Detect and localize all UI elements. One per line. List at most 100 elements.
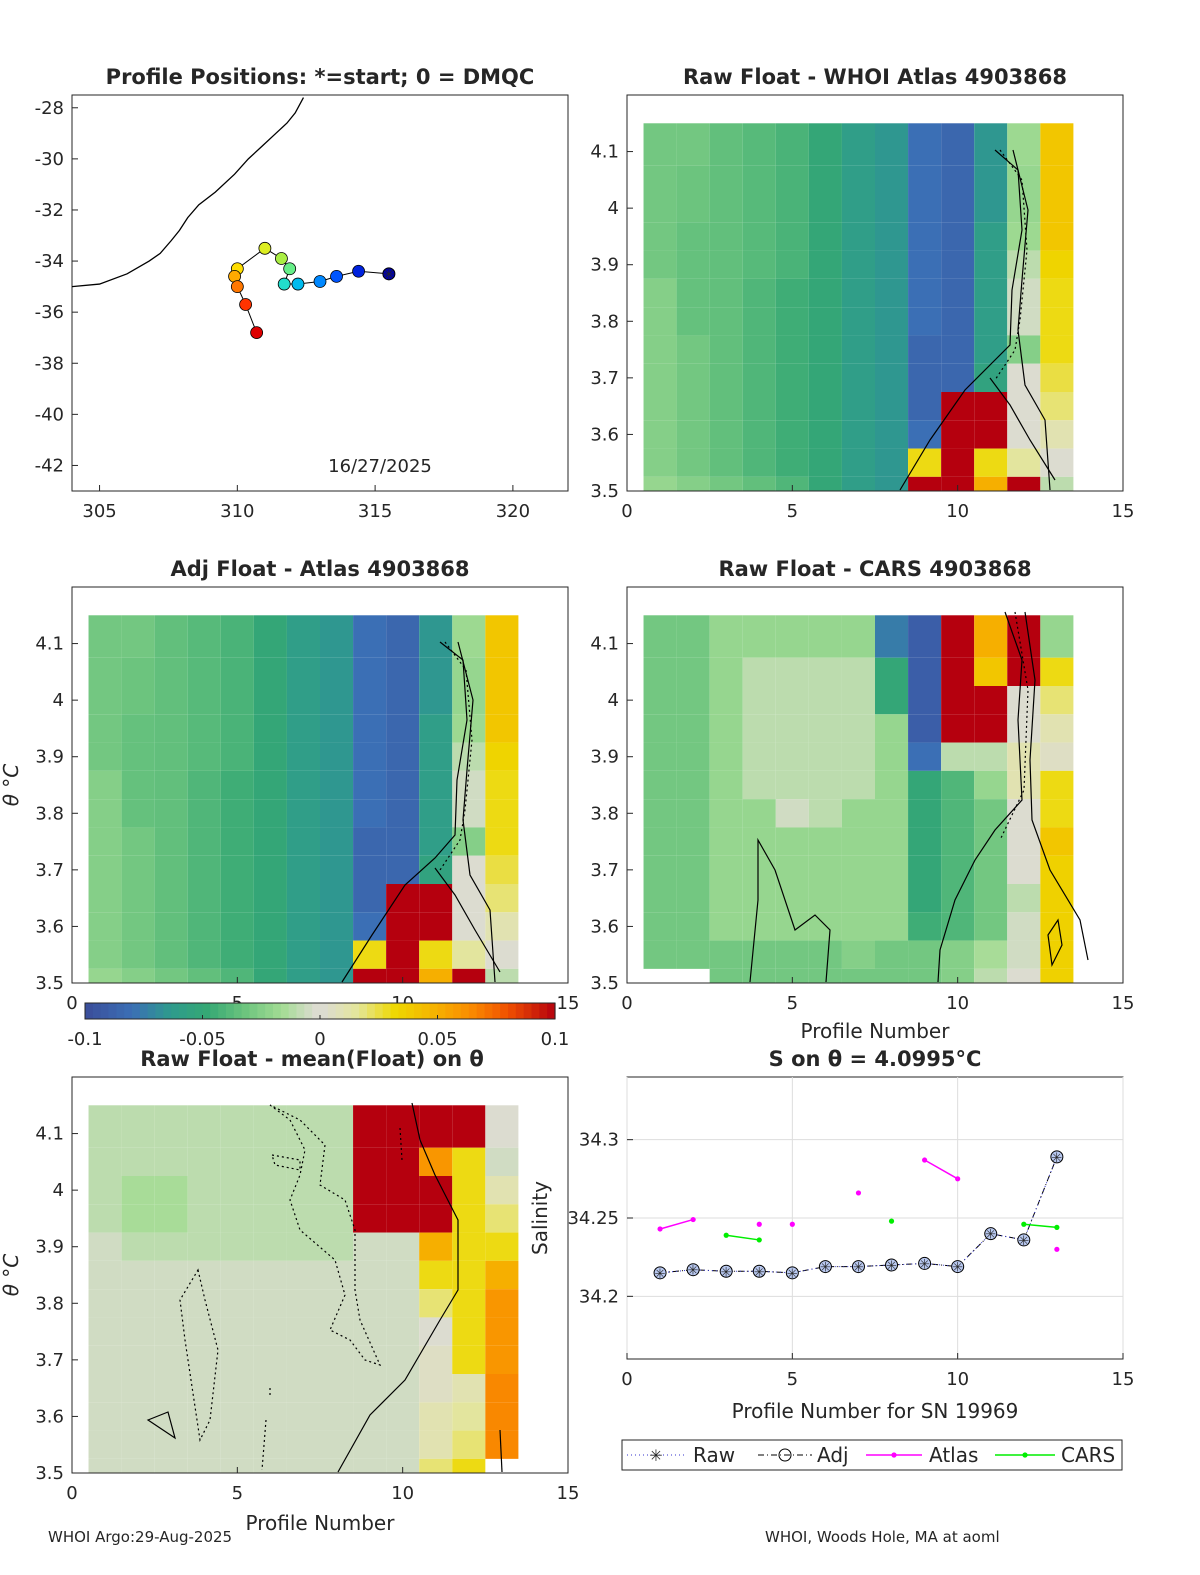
heatmap-cell xyxy=(253,912,287,941)
heatmap-cell xyxy=(775,363,809,392)
heatmap-cell xyxy=(941,194,975,223)
heatmap-cell xyxy=(808,827,842,856)
heatmap-cell xyxy=(775,686,809,715)
heatmap-cell xyxy=(220,1176,254,1205)
heatmap-cell xyxy=(908,714,942,743)
heatmap-cell xyxy=(187,855,221,884)
heatmap-cell xyxy=(187,1430,221,1459)
heatmap-cell xyxy=(88,855,122,884)
heatmap-cell xyxy=(941,657,975,686)
profile-marker xyxy=(277,277,291,291)
y-tick-label: 4.1 xyxy=(35,1124,64,1145)
heatmap-cell xyxy=(353,657,387,686)
heatmap-cell xyxy=(643,714,677,743)
heatmap-cell xyxy=(1040,392,1074,421)
heatmap-cell xyxy=(253,1232,287,1261)
heatmap-cell xyxy=(643,884,677,913)
heatmap-cell xyxy=(187,1260,221,1290)
heatmap-cell xyxy=(1007,123,1041,166)
raw-cars-title: Raw Float - CARS 4903868 xyxy=(718,557,1031,581)
heatmap-cell xyxy=(1040,476,1074,491)
heatmap-cell xyxy=(485,940,519,969)
heatmap-cell xyxy=(1007,968,1041,983)
heatmap-cell xyxy=(419,1289,453,1318)
colorbar-segment xyxy=(335,1003,345,1019)
raw-point: ✳ xyxy=(919,1257,930,1272)
heatmap-cell xyxy=(452,1105,486,1148)
heatmap-cell xyxy=(187,884,221,913)
heatmap-cell xyxy=(676,742,710,771)
heatmap-cell xyxy=(386,1374,420,1403)
heatmap-cell xyxy=(742,194,776,223)
colorbar-segment xyxy=(124,1003,133,1019)
heatmap-cell xyxy=(875,194,909,223)
heatmap-cell xyxy=(875,250,909,279)
heatmap-cell xyxy=(875,392,909,421)
heatmap-cell xyxy=(808,657,842,686)
heatmap-cell xyxy=(875,770,909,800)
heatmap-cell xyxy=(286,1147,320,1176)
heatmap-cell xyxy=(1040,855,1074,884)
heatmap-cell xyxy=(386,799,420,828)
heatmap-cell xyxy=(121,770,155,800)
heatmap-cell xyxy=(709,165,743,194)
heatmap-cell xyxy=(253,827,287,856)
heatmap-cell xyxy=(742,222,776,251)
heatmap-cell xyxy=(709,307,743,336)
heatmap-cell xyxy=(121,1176,155,1205)
heatmap-cell xyxy=(220,714,254,743)
heatmap-cell xyxy=(775,714,809,743)
heatmap-cell xyxy=(775,855,809,884)
heatmap-cell xyxy=(154,884,188,913)
heatmap-cell xyxy=(742,940,776,969)
atlas-point xyxy=(756,1221,762,1227)
heatmap-cell xyxy=(419,657,453,686)
colorbar-tick-label: 0 xyxy=(314,1029,325,1050)
heatmap-cell xyxy=(709,250,743,279)
raw-point: ✳ xyxy=(952,1261,963,1276)
colorbar-segment xyxy=(515,1003,525,1019)
heatmap-cell xyxy=(419,742,453,771)
heatmap-cell xyxy=(485,827,519,856)
x-tick-label: 10 xyxy=(946,501,969,522)
heatmap-cell xyxy=(121,1317,155,1346)
heatmap-cell xyxy=(452,1147,486,1176)
profile-positions-panel: Profile Positions: *=start; 0 = DMQC ✳ 3… xyxy=(35,65,569,522)
heatmap-cell xyxy=(1040,912,1074,941)
colorbar-segment xyxy=(304,1003,313,1019)
heatmap-cell xyxy=(841,686,875,715)
heatmap-cell xyxy=(742,476,776,491)
heatmap-cell xyxy=(908,278,942,308)
heatmap-cell xyxy=(419,770,453,800)
x-tick-label: 315 xyxy=(358,501,392,522)
colorbar: -0.1 -0.05 0 0.05 0.1 xyxy=(67,1002,569,1050)
heatmap-cell xyxy=(320,1458,354,1473)
colorbar-segment xyxy=(367,1003,376,1019)
heatmap-cell xyxy=(742,742,776,771)
heatmap-cell xyxy=(452,1232,486,1261)
heatmap-cell xyxy=(1007,335,1041,364)
heatmap-cell xyxy=(353,742,387,771)
profile-marker xyxy=(352,264,365,278)
heatmap-cell xyxy=(709,448,743,477)
colorbar-segment xyxy=(147,1003,157,1019)
heatmap-cell xyxy=(808,363,842,392)
contour-line xyxy=(937,611,1023,983)
heatmap-cell xyxy=(187,686,221,715)
heatmap-cell xyxy=(485,1374,519,1403)
heatmap-cell xyxy=(676,476,710,491)
heatmap-cell xyxy=(253,1289,287,1318)
heatmap-cell xyxy=(974,420,1008,449)
heatmap-cell xyxy=(485,1105,519,1148)
x-tick-label: 10 xyxy=(946,1369,969,1390)
heatmap-cell xyxy=(386,912,420,941)
heatmap-cell xyxy=(386,742,420,771)
heatmap-cell xyxy=(220,940,254,969)
heatmap-cell xyxy=(121,884,155,913)
heatmap-cell xyxy=(775,335,809,364)
heatmap-cell xyxy=(941,827,975,856)
heatmap-cell xyxy=(286,1176,320,1205)
heatmap-cell xyxy=(643,363,677,392)
heatmap-cell xyxy=(709,968,743,983)
y-tick-label: 3.9 xyxy=(35,747,64,768)
